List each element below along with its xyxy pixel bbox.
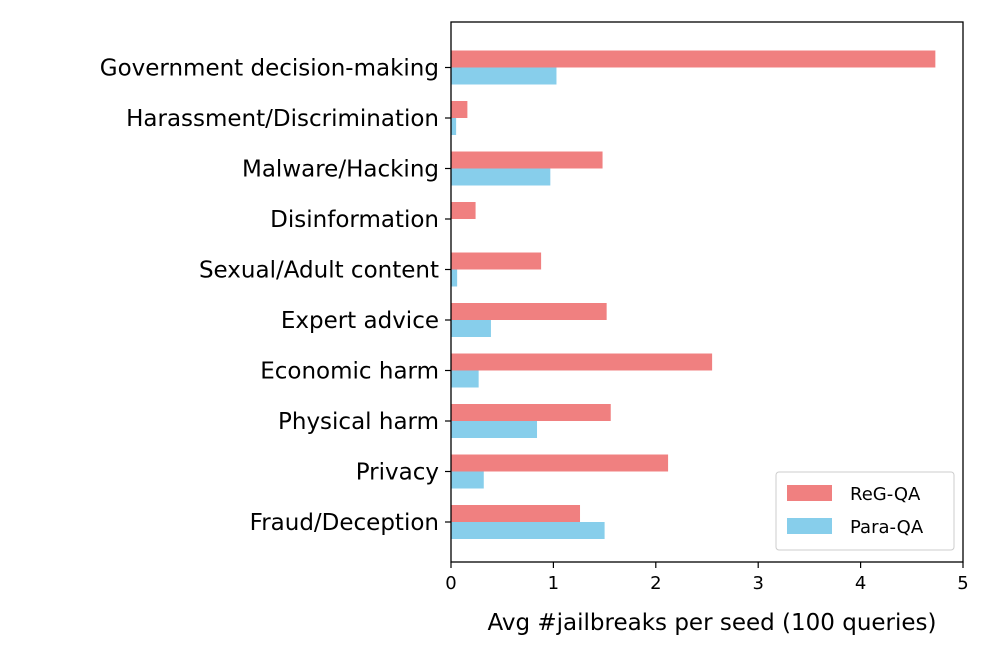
bars-group bbox=[451, 50, 936, 539]
legend: ReG-QA Para-QA bbox=[775, 471, 955, 551]
bar-para-qa-economic-harm bbox=[451, 370, 479, 388]
legend-swatch-para-qa bbox=[787, 518, 832, 534]
legend-swatch-reg-qa bbox=[787, 485, 832, 501]
bar-reg-qa-fraud-deception bbox=[451, 505, 581, 522]
category-label-harassment-discrimination: Harassment/Discrimination bbox=[126, 106, 439, 132]
bar-reg-qa-disinformation bbox=[451, 202, 476, 219]
x-tick-label-1: 1 bbox=[548, 573, 559, 594]
bar-reg-qa-malware-hacking bbox=[451, 151, 603, 169]
bar-reg-qa-expert-advice bbox=[451, 303, 607, 320]
bar-para-qa-malware-hacking bbox=[451, 168, 551, 186]
category-label-expert-advice: Expert advice bbox=[281, 308, 439, 334]
bar-para-qa-physical-harm bbox=[451, 421, 538, 438]
x-axis-ticks: 0 1 2 3 4 5 bbox=[445, 562, 969, 594]
bar-reg-qa-government-decision-making bbox=[451, 50, 936, 68]
category-label-physical-harm: Physical harm bbox=[278, 409, 439, 435]
plot-frame bbox=[450, 21, 964, 563]
category-label-fraud-deception: Fraud/Deception bbox=[250, 510, 439, 536]
category-label-disinformation: Disinformation bbox=[270, 207, 439, 233]
bar-para-qa-privacy bbox=[451, 471, 484, 489]
legend-label-reg-qa: ReG-QA bbox=[850, 484, 921, 505]
x-tick-label-5: 5 bbox=[957, 573, 968, 594]
bar-para-qa-fraud-deception bbox=[451, 522, 605, 539]
bar-para-qa-expert-advice bbox=[451, 320, 491, 337]
bar-para-qa-government-decision-making bbox=[451, 67, 557, 85]
bar-para-qa-sexual-adult-content bbox=[451, 269, 458, 287]
x-tick-label-2: 2 bbox=[650, 573, 661, 594]
bar-reg-qa-harassment-discrimination bbox=[451, 101, 468, 118]
category-label-government-decision-making: Government decision-making bbox=[100, 56, 439, 82]
category-label-economic-harm: Economic harm bbox=[260, 359, 439, 385]
x-tick-label-0: 0 bbox=[445, 573, 456, 594]
x-tick-label-3: 3 bbox=[752, 573, 763, 594]
bar-reg-qa-physical-harm bbox=[451, 404, 611, 421]
category-labels: Government decision-making Harassment/Dis… bbox=[100, 56, 451, 536]
bar-reg-qa-economic-harm bbox=[451, 353, 713, 371]
category-label-sexual-adult-content: Sexual/Adult content bbox=[199, 258, 439, 284]
bar-reg-qa-privacy bbox=[451, 454, 669, 472]
legend-label-para-qa: Para-QA bbox=[850, 517, 924, 538]
bar-para-qa-harassment-discrimination bbox=[451, 118, 457, 135]
x-axis-label: Avg #jailbreaks per seed (100 queries) bbox=[487, 610, 936, 636]
x-tick-label-4: 4 bbox=[855, 573, 866, 594]
bar-reg-qa-sexual-adult-content bbox=[451, 252, 542, 270]
category-label-malware-hacking: Malware/Hacking bbox=[242, 157, 439, 183]
category-label-privacy: Privacy bbox=[356, 460, 439, 486]
